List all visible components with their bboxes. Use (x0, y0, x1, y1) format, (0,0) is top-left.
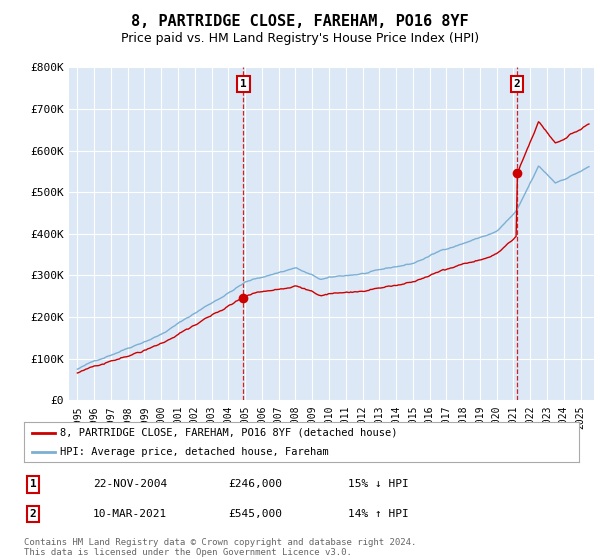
Text: 1: 1 (29, 479, 37, 489)
Text: HPI: Average price, detached house, Fareham: HPI: Average price, detached house, Fare… (60, 447, 329, 457)
Text: Contains HM Land Registry data © Crown copyright and database right 2024.
This d: Contains HM Land Registry data © Crown c… (24, 538, 416, 557)
Text: 8, PARTRIDGE CLOSE, FAREHAM, PO16 8YF: 8, PARTRIDGE CLOSE, FAREHAM, PO16 8YF (131, 14, 469, 29)
Text: £246,000: £246,000 (228, 479, 282, 489)
Text: 2: 2 (29, 509, 37, 519)
Text: 8, PARTRIDGE CLOSE, FAREHAM, PO16 8YF (detached house): 8, PARTRIDGE CLOSE, FAREHAM, PO16 8YF (d… (60, 428, 398, 437)
Text: 10-MAR-2021: 10-MAR-2021 (93, 509, 167, 519)
Text: 22-NOV-2004: 22-NOV-2004 (93, 479, 167, 489)
Text: 1: 1 (240, 79, 247, 89)
Text: 15% ↓ HPI: 15% ↓ HPI (348, 479, 409, 489)
Text: 2: 2 (514, 79, 520, 89)
Text: £545,000: £545,000 (228, 509, 282, 519)
Text: Price paid vs. HM Land Registry's House Price Index (HPI): Price paid vs. HM Land Registry's House … (121, 32, 479, 45)
Text: 14% ↑ HPI: 14% ↑ HPI (348, 509, 409, 519)
